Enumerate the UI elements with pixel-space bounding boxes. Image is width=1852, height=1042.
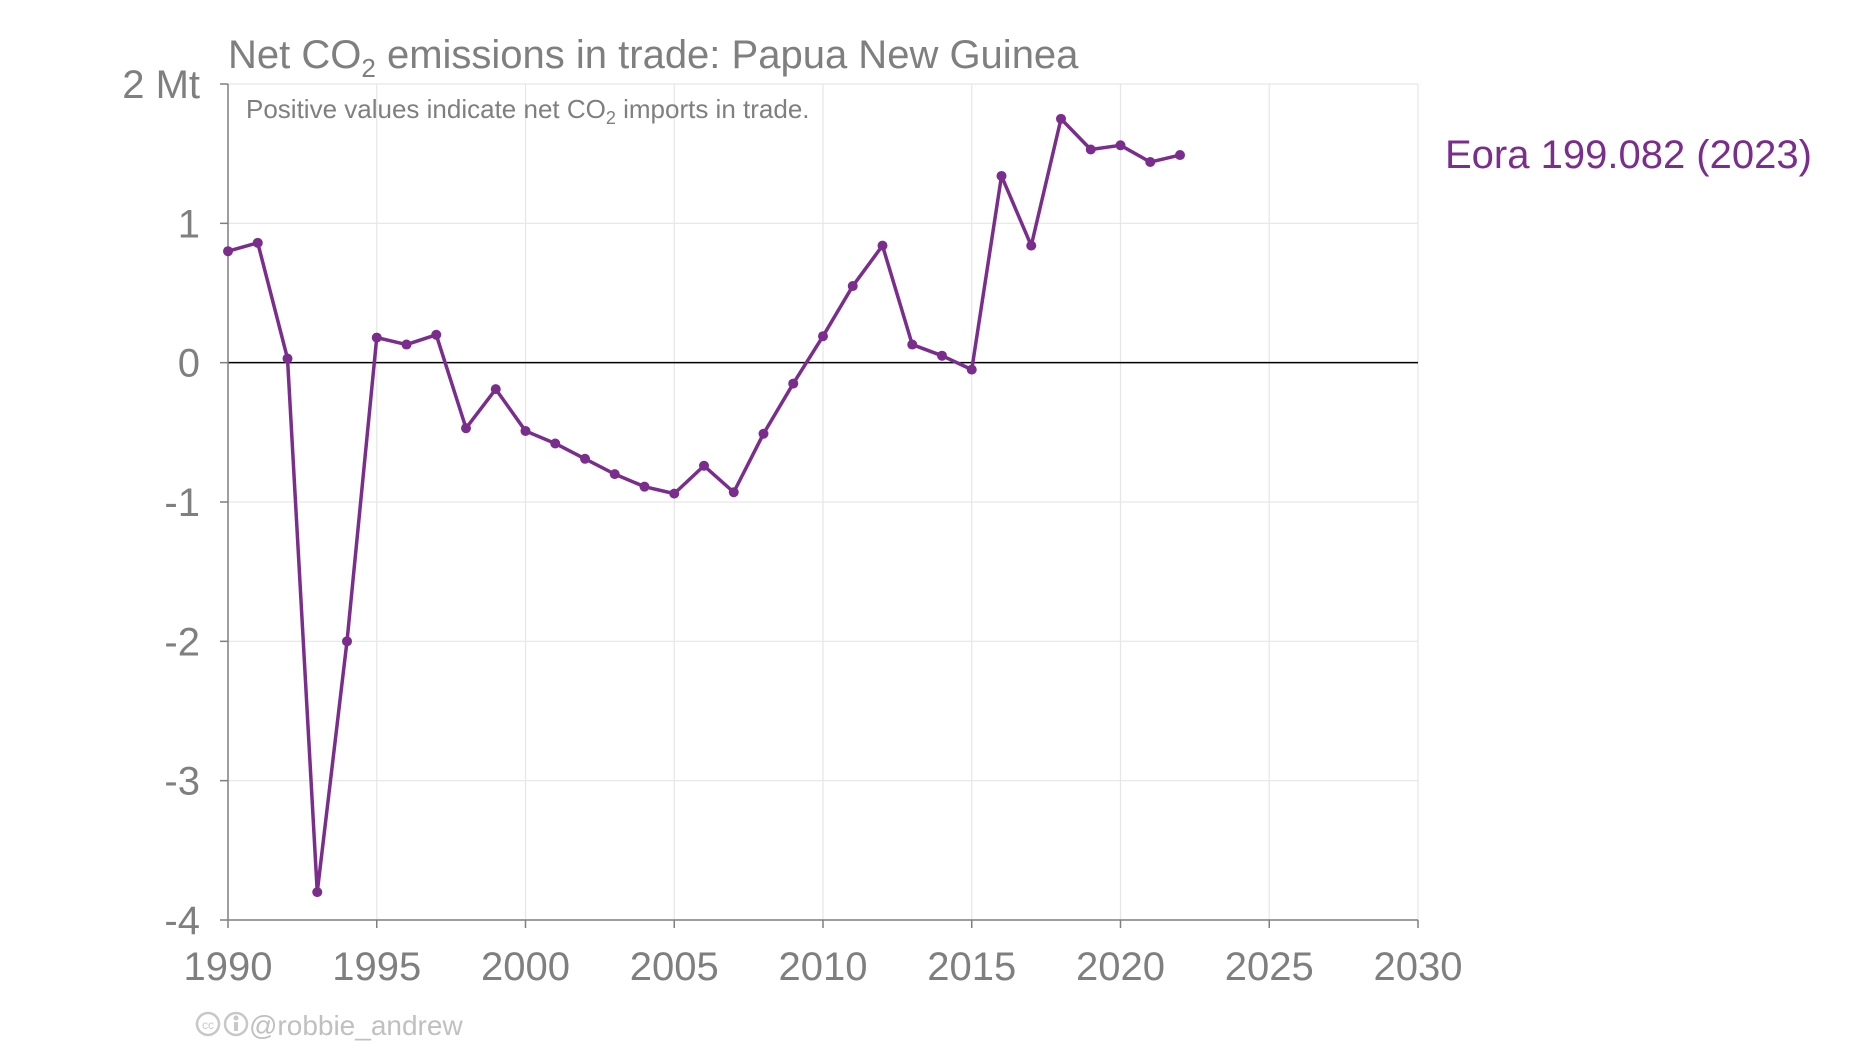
data-point — [907, 339, 918, 350]
chart-title-subscript: 2 — [361, 53, 375, 83]
data-point — [699, 460, 709, 471]
credit-handle: @robbie_andrew — [249, 1010, 463, 1041]
data-point — [401, 339, 412, 350]
y-tick-label: -4 — [164, 899, 200, 943]
series-label: Eora 199.082 (2023) — [1445, 133, 1812, 177]
chart-subtitle-before: Positive values indicate net CO — [246, 94, 606, 124]
data-point — [1026, 240, 1037, 251]
data-point — [520, 425, 531, 436]
data-point — [996, 170, 1007, 181]
data-point — [1145, 157, 1156, 168]
x-tick-label: 1990 — [184, 945, 273, 989]
data-point — [490, 384, 501, 395]
data-point — [223, 246, 233, 257]
data-point — [550, 438, 561, 449]
x-tick-label: 2000 — [481, 945, 570, 989]
credit: cc @robbie_andrew — [195, 1010, 463, 1041]
data-point — [639, 481, 650, 492]
data-point — [758, 428, 769, 439]
data-point — [1056, 113, 1066, 124]
data-point — [1085, 144, 1096, 155]
x-tick-label: 2015 — [927, 945, 1016, 989]
data-point — [937, 350, 947, 361]
chart-subtitle-subscript: 2 — [606, 108, 616, 128]
data-point — [877, 240, 888, 251]
chart-title: Net CO2 emissions in trade: Papua New Gu… — [228, 33, 1079, 83]
y-tick-label: -2 — [164, 620, 200, 664]
y-tick-label: 0 — [178, 342, 200, 386]
data-point — [818, 331, 828, 342]
chart-subtitle: Positive values indicate net CO2 imports… — [246, 94, 810, 128]
x-tick-label: 2025 — [1225, 945, 1314, 989]
data-point — [728, 487, 739, 498]
data-point — [788, 378, 799, 389]
text-layer: Net CO2 emissions in trade: Papua New Gu… — [228, 33, 1079, 128]
x-tick-label: 1995 — [332, 945, 421, 989]
data-point — [1115, 140, 1126, 151]
data-point — [847, 281, 858, 292]
axis-layer: 1990 1995 2000 2005 2010 2015 2020 2025 2030 2 Mt… — [122, 63, 1462, 989]
data-point — [1175, 150, 1185, 161]
series-layer: Eora 199.082 (2023) — [223, 113, 1812, 898]
data-point — [609, 469, 620, 480]
chart-subtitle-after: imports in trade. — [616, 94, 810, 124]
y-tick-label: -1 — [164, 481, 200, 525]
cc-icon: cc — [195, 1011, 221, 1037]
x-tick-label: 2010 — [779, 945, 868, 989]
y-tick-label: 1 — [178, 202, 200, 246]
chart-title-before: Net CO — [228, 33, 361, 77]
attribution-icon — [223, 1011, 249, 1037]
x-tick-label: 2030 — [1374, 945, 1463, 989]
data-point — [252, 237, 263, 248]
x-tick-label: 2020 — [1076, 945, 1165, 989]
data-point — [312, 887, 323, 898]
data-point — [431, 329, 442, 340]
data-point — [966, 364, 977, 375]
data-point — [669, 488, 680, 499]
data-point — [461, 423, 471, 434]
x-tick-label: 2005 — [630, 945, 719, 989]
data-point — [580, 453, 590, 464]
data-point — [371, 332, 382, 343]
grid-layer — [228, 83, 1419, 920]
data-point — [282, 353, 293, 364]
svg-text:cc: cc — [202, 1018, 214, 1032]
y-tick-label: -3 — [164, 760, 200, 804]
chart-title-after: emissions in trade: Papua New Guinea — [376, 33, 1079, 77]
series-line — [226, 117, 1182, 894]
y-tick-label: 2 Mt — [122, 63, 200, 107]
data-point — [342, 636, 352, 647]
